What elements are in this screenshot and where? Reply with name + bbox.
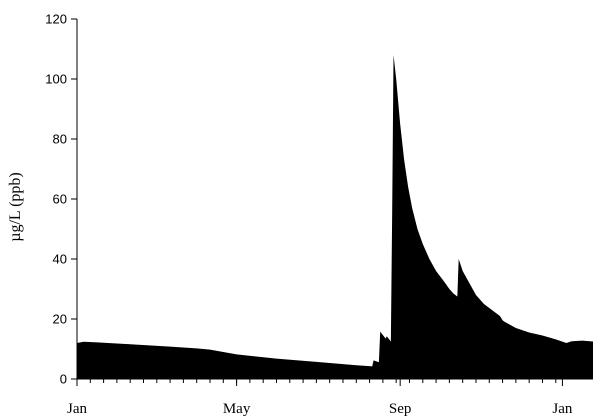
y-tick-label: 20 <box>53 312 67 327</box>
x-tick-label: May <box>223 401 251 417</box>
y-tick-label: 0 <box>60 372 67 387</box>
series-area <box>77 55 593 379</box>
y-tick-label: 40 <box>53 252 67 267</box>
y-tick-label: 60 <box>53 192 67 207</box>
y-tick-label: 80 <box>53 132 67 147</box>
x-tick-label: Jan <box>67 401 87 417</box>
y-tick-label: 100 <box>45 72 67 87</box>
x-ticks: Jan May Sep Jan <box>67 379 573 417</box>
x-tick-label: Sep <box>389 401 412 417</box>
x-tick-label: Jan <box>552 401 572 417</box>
y-tick-label: 120 <box>45 12 67 27</box>
plot-area <box>77 55 593 379</box>
y-axis-label: µg/L (ppb) <box>7 172 24 242</box>
y-ticks: 0 20 40 60 80 100 120 <box>45 12 77 387</box>
